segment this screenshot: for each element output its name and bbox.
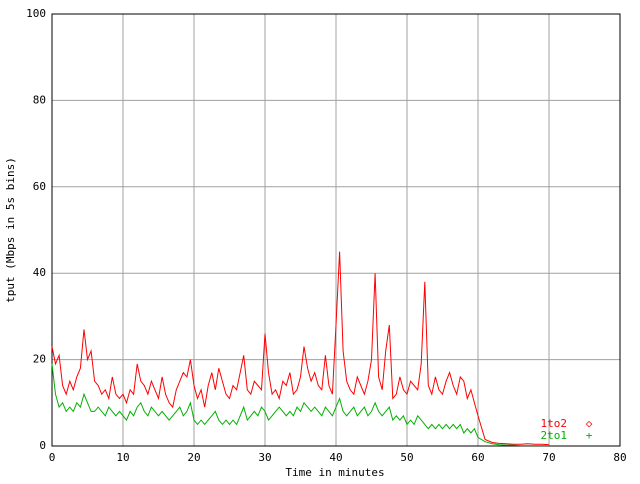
y-tick-label: 0: [39, 439, 46, 452]
y-tick-label: 40: [33, 266, 46, 279]
x-tick-label: 0: [49, 451, 56, 464]
y-tick-label: 20: [33, 353, 46, 366]
x-axis-label: Time in minutes: [285, 466, 384, 479]
legend-label: 1to2: [541, 417, 568, 430]
plot-frame: [51, 13, 621, 447]
legend-label: 2to1: [541, 429, 568, 442]
x-tick-label: 10: [116, 451, 129, 464]
x-tick-label: 80: [613, 451, 626, 464]
x-tick-label: 50: [400, 451, 413, 464]
x-tick-label: 30: [258, 451, 271, 464]
x-tick-label: 20: [187, 451, 200, 464]
y-axis-label: tput (Mbps in 5s bins): [4, 157, 17, 303]
y-tick-label: 80: [33, 93, 46, 106]
series-line: [51, 363, 549, 447]
x-tick-label: 40: [329, 451, 342, 464]
legend-marker: ◇: [586, 417, 593, 430]
y-tick-label: 100: [26, 7, 46, 20]
y-tick-label: 60: [33, 180, 46, 193]
legend-marker: +: [586, 429, 593, 442]
x-tick-label: 70: [542, 451, 555, 464]
x-tick-label: 60: [471, 451, 484, 464]
series-line: [51, 251, 550, 446]
